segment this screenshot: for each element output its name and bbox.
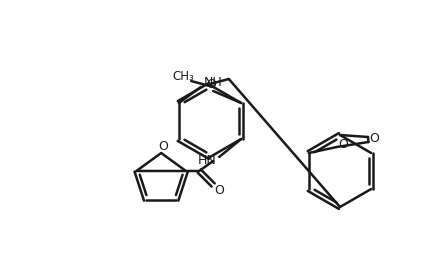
Text: O: O — [214, 184, 224, 197]
Text: O: O — [338, 138, 348, 152]
Text: CH₃: CH₃ — [172, 70, 194, 83]
Text: O: O — [206, 78, 216, 91]
Text: O: O — [158, 140, 168, 153]
Text: NH: NH — [204, 77, 223, 90]
Text: HN: HN — [198, 154, 216, 166]
Text: O: O — [369, 133, 379, 145]
